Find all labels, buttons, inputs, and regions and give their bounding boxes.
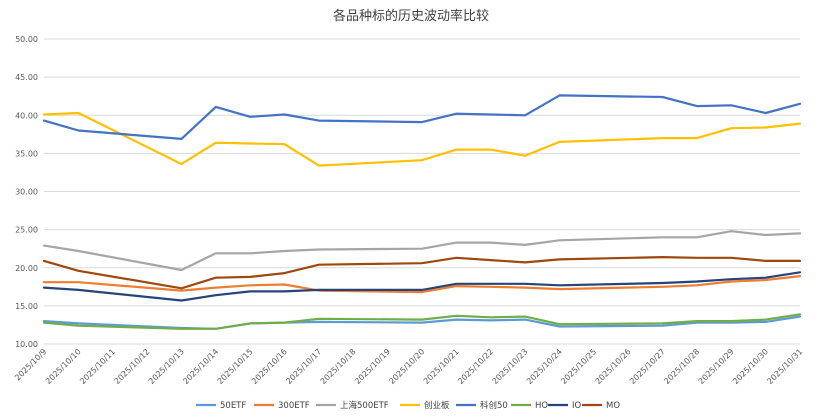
x-tick-label: 2025/10/16 — [250, 347, 289, 386]
y-tick-label: 30.00 — [15, 188, 38, 197]
x-tick-label: 2025/10/17 — [284, 347, 323, 386]
legend: 50ETF 300ETF 上海500ETF 创业板 科创50 HO IO MO — [196, 400, 620, 411]
series-line — [42, 94, 802, 140]
y-tick-label: 50.00 — [15, 35, 38, 44]
x-tick-label: 2025/10/22 — [456, 347, 495, 386]
x-tick-label: 2025/10/27 — [628, 347, 667, 386]
x-tick-label: 2025/10/9 — [13, 347, 48, 382]
y-tick-label: 35.00 — [15, 149, 38, 158]
chart-title: 各品种标的历史波动率比较 — [333, 8, 489, 24]
series-line — [42, 313, 802, 330]
y-tick-label: 40.00 — [15, 111, 38, 120]
legend-label: 上海500ETF — [340, 400, 389, 411]
x-tick-label: 2025/10/12 — [113, 347, 152, 386]
y-tick-label: 25.00 — [15, 226, 38, 235]
legend-label: HO — [535, 401, 548, 411]
x-tick-label: 2025/10/10 — [44, 347, 83, 386]
x-axis: 2025/10/92025/10/102025/10/112025/10/122… — [13, 347, 804, 386]
x-tick-label: 2025/10/26 — [594, 347, 633, 386]
x-tick-label: 2025/10/15 — [216, 347, 255, 386]
y-tick-label: 20.00 — [15, 264, 38, 273]
legend-label: 50ETF — [220, 401, 246, 411]
series-line — [42, 275, 802, 294]
y-axis: 10.00 15.00 20.00 25.00 30.00 35.00 40.00 45.00… — [15, 35, 38, 349]
x-tick-label: 2025/10/29 — [697, 347, 736, 386]
series-line — [42, 111, 802, 167]
x-tick-label: 2025/10/21 — [422, 347, 461, 386]
x-tick-label: 2025/10/20 — [387, 347, 426, 386]
series-line — [42, 256, 802, 290]
legend-label: 科创50 — [480, 400, 508, 411]
y-tick-label: 45.00 — [15, 73, 38, 82]
y-tick-label: 15.00 — [15, 302, 38, 311]
legend-label: 创业板 — [424, 400, 450, 411]
x-tick-label: 2025/10/18 — [319, 347, 358, 386]
x-tick-label: 2025/10/11 — [78, 347, 117, 386]
x-tick-label: 2025/10/28 — [662, 347, 701, 386]
x-tick-label: 2025/10/30 — [731, 347, 770, 386]
x-tick-label: 2025/10/24 — [525, 347, 564, 386]
x-tick-label: 2025/10/31 — [765, 347, 804, 386]
x-tick-label: 2025/10/13 — [147, 347, 186, 386]
legend-label: MO — [606, 401, 620, 411]
series-line — [42, 271, 802, 302]
y-tick-label: 10.00 — [15, 340, 38, 349]
legend-label: 300ETF — [278, 401, 310, 411]
x-tick-label: 2025/10/14 — [181, 347, 220, 386]
x-tick-label: 2025/10/23 — [491, 347, 530, 386]
series-line — [42, 230, 802, 272]
series-lines — [42, 94, 802, 330]
x-tick-label: 2025/10/25 — [559, 347, 598, 386]
x-tick-label: 2025/10/19 — [353, 347, 392, 386]
legend-label: IO — [572, 401, 582, 411]
